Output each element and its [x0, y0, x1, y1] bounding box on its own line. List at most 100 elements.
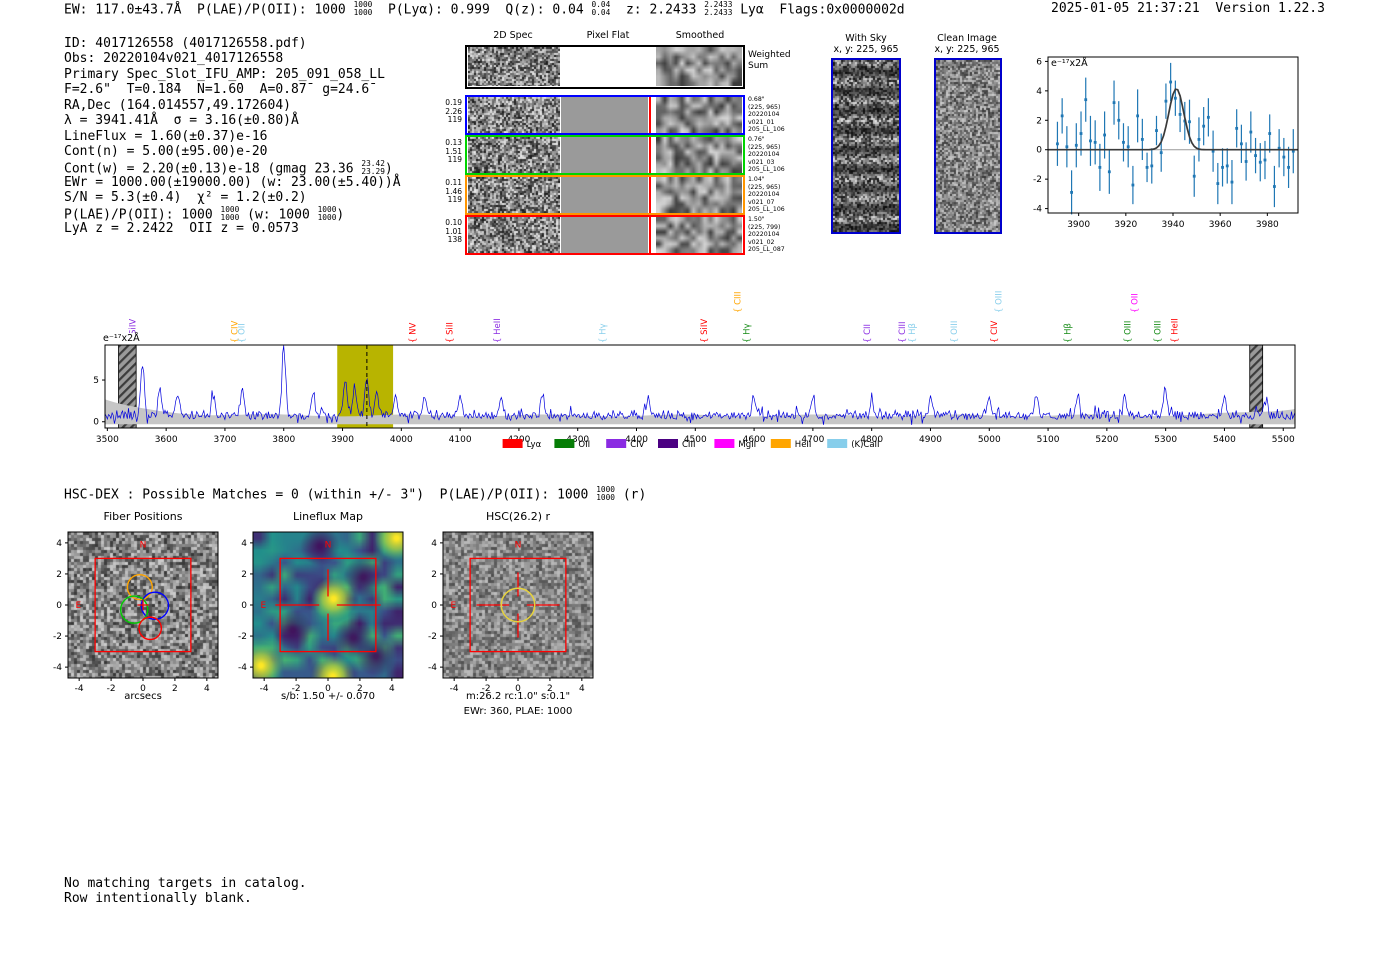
data-point — [1235, 126, 1239, 130]
data-point — [1155, 129, 1158, 132]
x-tick-label: 4900 — [919, 435, 942, 445]
clean-image-coords: x, y: 225, 965 — [934, 44, 1000, 55]
text-segment: z: 2.2433 — [610, 2, 705, 18]
cutout-right-value: 0.76" — [748, 136, 765, 143]
2d-spec-noise-image — [468, 137, 560, 173]
cutout-row-left-label: 0.11 1.46 119 — [432, 178, 462, 205]
data-point — [1084, 98, 1088, 102]
data-point — [1291, 149, 1295, 153]
legend-label: CIV — [630, 440, 644, 450]
cutout-right-value: 205_LL_106 — [748, 206, 785, 214]
x-tick-label: -2 — [107, 684, 116, 694]
y-tick-label: -2 — [1033, 175, 1042, 185]
smoothed-2d-image — [656, 137, 742, 173]
fiber_positions-overlay: -4 -4 -2 -2 0 0 2 2 4 4 N E — [53, 531, 219, 694]
pixel-flat-image — [561, 177, 648, 213]
clean-image-title: Clean Image — [937, 33, 997, 44]
y-tick-label: 0 — [431, 601, 437, 611]
text-segment: P(LAE)/P(OII): 1000 — [64, 207, 221, 223]
data-point — [1060, 114, 1064, 118]
clean-image-box — [934, 58, 1002, 234]
data-point — [1230, 180, 1234, 184]
2d-spec-noise-image — [468, 97, 560, 133]
legend-swatch — [827, 439, 848, 448]
text-segment: Obs: 20220104v021_4017126558 — [64, 51, 284, 67]
cutout-right-value: (225, 965) — [748, 183, 781, 191]
detection-info-block: ID: 4017126558 (4017126558.pdf) Obs: 2022… — [64, 36, 401, 237]
stacked-fraction: 1000 1000 — [220, 204, 240, 223]
cutout-left-value: 0.19 — [445, 98, 462, 107]
data-point — [1282, 155, 1286, 159]
stacked-fraction: 23.42 23.29 — [361, 158, 385, 176]
with-sky-noise-image — [833, 60, 899, 232]
data-point — [1273, 185, 1276, 188]
emission-line-label-heii: { HeII — [493, 318, 503, 343]
emission-line-label-oiii: { OIII — [995, 291, 1005, 313]
data-point — [1056, 142, 1059, 146]
text-segment: P(Lyα): 0.999 Q(z): 0.04 — [372, 2, 592, 18]
data-point — [1107, 170, 1111, 174]
flat-red-marker-line — [649, 217, 651, 253]
text-segment: Primary Spec_Slot_IFU_AMP: 205_091_058_L… — [64, 66, 385, 82]
ifu-footprint-square — [469, 557, 567, 653]
cutout-row-left-label: 0.19 2.26 119 — [432, 98, 462, 125]
emission-line-label-heii: { HeII — [1170, 318, 1180, 343]
weighted-sum-box — [465, 45, 745, 89]
y-tick-label: 2 — [431, 570, 437, 580]
fiber-circle-3 — [138, 616, 163, 641]
lineflux_map-overlay: -4 -4 -2 -2 0 0 2 2 4 4 N E — [238, 531, 404, 694]
info-line-1: Obs: 20220104v021_4017126558 — [64, 51, 401, 66]
info-line-8: Cont(w) = 2.20(±0.13)e-18 (gmag 23.36 23… — [64, 158, 401, 176]
2d-spec-noise-image — [468, 217, 560, 253]
y-tick-label: 4 — [431, 539, 437, 549]
legend-swatch — [606, 439, 627, 448]
text-segment: EW: 117.0±43.7Å P(LAE)/P(OII): 1000 — [64, 2, 354, 18]
text-segment: Cont(n) = 5.00(±95.00)e-20 — [64, 144, 268, 160]
data-point — [1225, 164, 1229, 168]
x-tick-label: -4 — [75, 684, 84, 694]
cutout-right-value: (225, 965) — [748, 103, 781, 111]
cutout-row-right-label: 1.50" (225, 799) 20220104 v021_02 205_LL_087 — [748, 216, 785, 254]
lineflux-map-title: Lineflux Map — [292, 510, 364, 523]
data-point — [1164, 99, 1168, 103]
y-tick-label: 2 — [241, 570, 247, 580]
data-point — [1244, 160, 1248, 163]
y-tick-label: 2 — [56, 570, 62, 580]
cutout-right-value: v021_01 — [748, 118, 775, 126]
data-point — [1239, 142, 1243, 146]
data-point — [1211, 149, 1215, 153]
gaussian-fit-curve — [1048, 88, 1298, 151]
cutout-right-value: v021_02 — [748, 238, 775, 246]
x-tick-label: 0 — [515, 684, 521, 694]
legend-swatch — [714, 439, 735, 448]
legend-label: Lyα — [527, 440, 542, 450]
x-tick-label: 4300 — [566, 435, 589, 445]
y-tick-label: 0 — [93, 418, 99, 428]
cutout-right-value: (225, 799) — [748, 223, 781, 231]
text-segment: EWr = 1000.00(±19000.00) (w: 23.00(±5.40… — [64, 174, 401, 190]
data-point — [1216, 182, 1220, 185]
data-point — [1197, 138, 1201, 141]
legend-swatch — [554, 439, 575, 448]
compass-east-label: E — [451, 601, 457, 611]
x-tick-label: 5200 — [1095, 435, 1118, 445]
data-point — [1202, 124, 1206, 128]
legend-label: HeII — [795, 440, 812, 450]
x-tick-label: 3900 — [331, 435, 354, 445]
cutout-left-value: 119 — [447, 115, 462, 125]
compass-north-label: N — [515, 541, 522, 551]
legend-swatch — [770, 439, 791, 448]
legend-label: (K)CaII — [851, 440, 879, 450]
x-tick-label: 5000 — [978, 435, 1001, 445]
x-tick-label: 3920 — [1114, 220, 1137, 230]
cutout-right-value: 205_LL_087 — [748, 246, 785, 254]
y-tick-label: 6 — [1036, 57, 1042, 67]
cutout-right-value: 1.50" — [748, 216, 765, 223]
x-tick-label: 4400 — [625, 435, 648, 445]
x-tick-label: 3940 — [1162, 220, 1185, 230]
footer-no-match: No matching targets in catalog. — [64, 876, 307, 891]
pixel-flat-image — [561, 137, 648, 173]
cutout-row-1 — [465, 95, 745, 135]
stacked-fraction: 2.2433 2.2433 — [704, 0, 733, 18]
